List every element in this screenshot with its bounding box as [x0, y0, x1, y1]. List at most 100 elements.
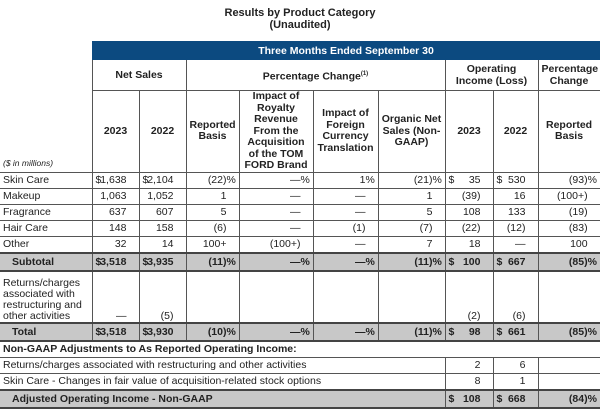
- pct-change2-header: Percentage Change: [537, 59, 600, 91]
- cell-value: 5: [426, 206, 433, 218]
- table-cell: $2,104: [138, 171, 187, 189]
- cell-value: (100+): [269, 238, 301, 250]
- cell-value: —: [290, 190, 301, 202]
- units-label: ($ in millions): [0, 90, 92, 173]
- table-cell: $667: [492, 251, 539, 272]
- table-cell: $98: [444, 321, 494, 342]
- table-cell: —: [238, 187, 314, 205]
- table-cell: 8: [444, 372, 494, 390]
- cell-value: (19): [568, 206, 588, 218]
- table-cell: $3,518: [91, 251, 140, 272]
- dollar-sign: $: [142, 255, 149, 268]
- table-cell: (6): [185, 219, 240, 237]
- row-label: Fragrance: [0, 203, 93, 221]
- cell-value: (2): [467, 309, 481, 322]
- table-cell: 1: [377, 187, 446, 205]
- report-title: Results by Product Category (Unaudited): [0, 7, 600, 31]
- column-header: 2023: [444, 90, 494, 173]
- table-cell: —%: [238, 171, 314, 189]
- table-cell: (11)%: [185, 251, 240, 272]
- table-cell: 100+: [185, 235, 240, 253]
- net-sales-header: Net Sales: [91, 59, 187, 91]
- dollar-sign: $: [448, 325, 455, 338]
- column-header: 2023: [91, 90, 140, 173]
- cell-value: 16: [513, 190, 526, 202]
- table-cell: $530: [492, 171, 539, 189]
- percent-suffix: %: [300, 174, 310, 186]
- period-header: Three Months Ended September 30: [91, 41, 600, 60]
- table-cell: 5: [377, 203, 446, 221]
- dollar-sign: $: [448, 255, 455, 268]
- cell-value: —: [290, 206, 301, 218]
- cell-value: (100+): [556, 190, 588, 202]
- column-header: Organic Net Sales (Non-GAAP): [377, 90, 446, 173]
- cell-value: 7: [426, 238, 433, 250]
- column-header: Impact of Royalty Revenue From the Acqui…: [238, 90, 314, 173]
- cell-value: 6: [519, 359, 526, 371]
- percent-suffix: %: [587, 174, 597, 186]
- cell-value: 1: [426, 190, 433, 202]
- percent-suffix: %: [587, 255, 597, 268]
- row-label: Total: [0, 321, 93, 342]
- table-cell: 5: [185, 203, 240, 221]
- table-cell: 148: [91, 219, 140, 237]
- table-row: Subtotal $3,518 $3,935 (11)% —% —% (11)% $100 $6…: [0, 251, 600, 272]
- table-row: Fragrance 637 607 5 — — 5 108 133 (19): [0, 203, 600, 221]
- dollar-sign: $: [448, 174, 455, 186]
- table-cell: (19): [537, 203, 600, 221]
- table-row: Other 32 14 100+ (100+) — 7 18 — 100: [0, 235, 600, 253]
- table-cell: (100+): [238, 235, 314, 253]
- table-cell: $108: [444, 388, 494, 409]
- table-cell: 1: [185, 187, 240, 205]
- cell-value: 148: [108, 222, 127, 234]
- column-header: 2022: [492, 90, 539, 173]
- table-cell: (11)%: [377, 321, 446, 342]
- table-cell: (11)%: [377, 251, 446, 272]
- cell-value: 108: [462, 206, 481, 218]
- nongaap-row: Skin Care - Changes in fair value of acq…: [0, 372, 600, 390]
- table-cell: (12): [492, 219, 539, 237]
- percent-suffix: %: [587, 325, 597, 338]
- cell-value: (5): [160, 309, 174, 322]
- subtitle: (Unaudited): [269, 19, 331, 31]
- cell-value: 530: [507, 174, 526, 186]
- dollar-sign: $: [95, 325, 102, 338]
- table-cell: $3,518: [91, 321, 140, 342]
- cell-value: (11): [414, 255, 433, 268]
- table-cell: —: [312, 187, 379, 205]
- table-cell: [312, 270, 379, 323]
- table-cell: (85)%: [537, 321, 600, 342]
- table-cell: $3,935: [138, 251, 187, 272]
- table-cell: —: [492, 235, 539, 253]
- table-cell: (7): [377, 219, 446, 237]
- table-cell: $668: [492, 388, 539, 409]
- column-header: Reported Basis: [185, 90, 240, 173]
- table-cell: (83): [537, 219, 600, 237]
- cell-value: —: [355, 255, 366, 268]
- percent-suffix: %: [226, 174, 236, 186]
- row-label: Makeup: [0, 187, 93, 205]
- row-label: Returns/charges associated with restruct…: [0, 270, 93, 323]
- cell-value: (21): [413, 174, 433, 186]
- table-cell: 18: [444, 235, 494, 253]
- op-income-header: Operating Income (Loss): [444, 59, 539, 91]
- cell-value: 1: [359, 174, 366, 186]
- table-cell: —: [238, 219, 314, 237]
- cell-value: 8: [474, 375, 481, 387]
- row-label: Other: [0, 235, 93, 253]
- table-cell: 1,052: [138, 187, 187, 205]
- dollar-sign: $: [496, 174, 503, 186]
- table-cell: $1,638: [91, 171, 140, 189]
- nongaap-heading: Non-GAAP Adjustments to As Reported Oper…: [0, 340, 600, 358]
- table-cell: (5): [138, 270, 187, 323]
- table-cell: (39): [444, 187, 494, 205]
- cell-value: 1,052: [147, 190, 174, 202]
- table-row: Skin Care $1,638 $2,104 (22)% —% 1% (21)% $35 $5…: [0, 171, 600, 189]
- cell-value: (22): [207, 174, 227, 186]
- nongaap-row: Adjusted Operating Income - Non-GAAP $108…: [0, 388, 600, 409]
- table-cell: 158: [138, 219, 187, 237]
- group-header-row: Net Sales Percentage Change(1) Operating…: [0, 59, 600, 91]
- row-label: Skin Care: [0, 171, 93, 189]
- column-header: 2022: [138, 90, 187, 173]
- cell-value: (7): [419, 222, 433, 234]
